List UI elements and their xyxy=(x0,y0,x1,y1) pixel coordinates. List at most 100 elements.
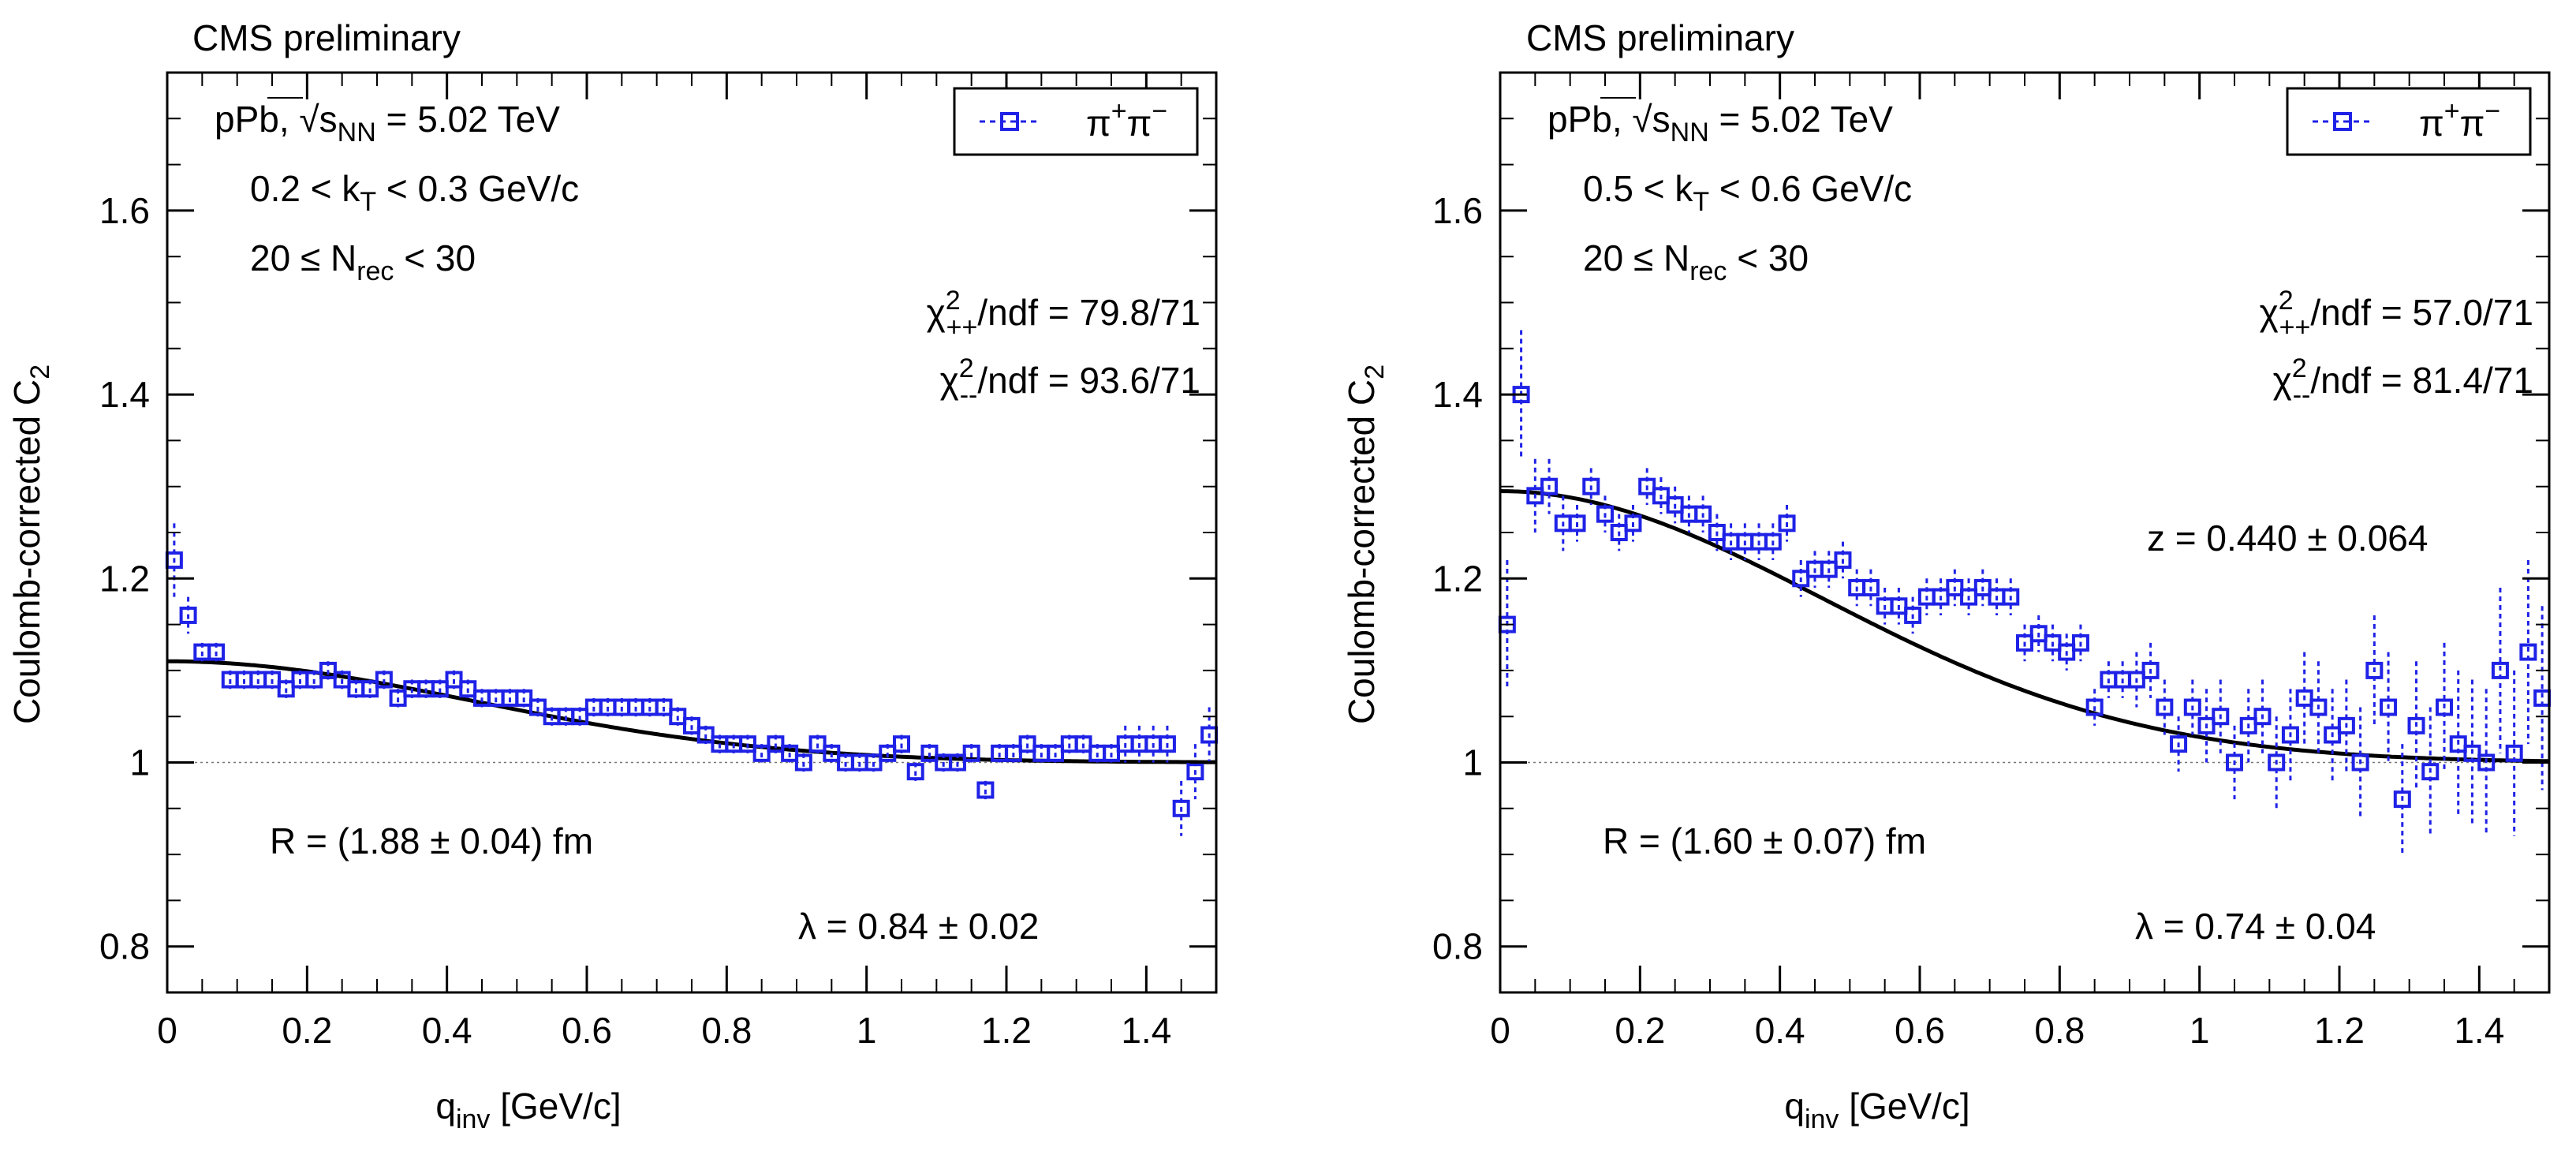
legend: π+π− xyxy=(2286,87,2532,156)
data-point xyxy=(823,744,841,763)
marker-square xyxy=(2380,698,2398,716)
experiment-label: CMS preliminary xyxy=(1526,17,1794,58)
mult-range-a: 20 ≤ N xyxy=(250,237,357,278)
data-point xyxy=(165,523,183,597)
marker-square xyxy=(1708,524,1726,541)
data-point xyxy=(1047,744,1065,763)
plot-area-right: 0 0.2 0.4 0.6 0.8 1 1.2 1.4 0.8 1 1.2 1.4 1.6 pPb, √… xyxy=(1432,71,2552,1051)
data-point xyxy=(962,744,980,763)
x-tick-label: 0.2 xyxy=(282,1010,332,1051)
x-tick-label: 1 xyxy=(857,1010,877,1051)
mult-range-a: 20 ≤ N xyxy=(1583,237,1689,278)
legend-label-2: π xyxy=(1127,103,1152,144)
data-point xyxy=(837,753,855,772)
data-point xyxy=(2351,707,2369,818)
x-tick-label: 0.4 xyxy=(422,1010,472,1051)
x-axis-title-main: q xyxy=(435,1086,456,1127)
data-point xyxy=(2141,642,2160,698)
marker-square xyxy=(2071,633,2089,652)
lambda-label: λ = 0.74 ± 0.04 xyxy=(2135,906,2376,947)
marker-square xyxy=(2002,588,2020,606)
y-axis-title: Coulomb-corrected C2 xyxy=(6,364,55,724)
marker-square xyxy=(1834,551,1852,569)
data-point xyxy=(2519,559,2537,745)
svg-text:Coulomb-corrected C2: Coulomb-corrected C2 xyxy=(6,364,55,724)
marker-square xyxy=(2016,633,2033,652)
mult-range-b: < 30 xyxy=(394,237,476,278)
data-point xyxy=(2212,679,2230,753)
data-point xyxy=(1088,744,1107,763)
data-point xyxy=(333,670,351,689)
data-point xyxy=(2183,679,2201,735)
data-point xyxy=(1694,495,1712,533)
experiment-label: CMS preliminary xyxy=(192,17,461,58)
y-tick-label: 1.4 xyxy=(99,374,150,415)
data-point xyxy=(1988,578,2006,615)
marker-square xyxy=(319,661,337,679)
data-point xyxy=(2421,707,2440,836)
marker-square xyxy=(2295,689,2313,707)
x-axis-title-sub: inv xyxy=(456,1104,490,1134)
x-axis-title: qinv [GeV/c] xyxy=(435,1086,621,1134)
x-axis-title-unit: [GeV/c] xyxy=(490,1086,621,1127)
y-axis-title-main: Coulomb-corrected C xyxy=(1341,379,1382,724)
data-point xyxy=(515,689,533,708)
energy-var-sub: NN xyxy=(1671,118,1709,148)
plot-area-left: 0 0.2 0.4 0.6 0.8 1 1.2 1.4 0.8 1 1.2 1.4 1.6 pPb, √… xyxy=(99,71,1219,1051)
data-point xyxy=(794,753,812,772)
data-point xyxy=(1890,587,1908,625)
data-point xyxy=(1200,707,1219,763)
marker-square xyxy=(1074,735,1092,753)
marker-square xyxy=(1596,505,1614,523)
data-point xyxy=(305,670,323,689)
marker-square xyxy=(808,735,827,753)
marker-square xyxy=(431,680,449,698)
data-point xyxy=(752,744,771,763)
data-point xyxy=(179,596,197,634)
marker-square xyxy=(1666,496,1684,514)
x-tick-label: 0 xyxy=(157,1010,177,1051)
marker-square xyxy=(1638,477,1656,495)
marker-square xyxy=(2393,790,2411,809)
marker-square xyxy=(2226,753,2243,772)
x-tick-label: 0.6 xyxy=(1895,1010,1945,1051)
marker-square xyxy=(1004,744,1022,762)
mult-range-b: < 30 xyxy=(1727,237,1809,278)
data-point xyxy=(1861,569,1880,607)
marker-square xyxy=(794,753,812,772)
data-point xyxy=(991,744,1009,763)
x-tick-label: 1.4 xyxy=(2454,1010,2504,1051)
energy-value: = 5.02 TeV xyxy=(1709,99,1893,140)
marker-square xyxy=(2170,735,2188,753)
svg-text:qinv [GeV/c]: qinv [GeV/c] xyxy=(1784,1086,1969,1134)
data-point xyxy=(1130,725,1148,763)
data-point xyxy=(1074,734,1092,753)
y-tick-label: 1 xyxy=(129,742,150,783)
svg-text:qinv [GeV/c]: qinv [GeV/c] xyxy=(435,1086,621,1134)
panel-left: CMS preliminary Coulomb-corrected C2 qin… xyxy=(6,17,1219,1134)
data-point xyxy=(683,716,700,735)
fit-curve xyxy=(1499,489,2549,764)
marker-square xyxy=(1932,588,1950,606)
marker-square xyxy=(1540,477,1559,495)
data-point xyxy=(571,707,589,726)
legend-label-2: π xyxy=(2460,103,2485,144)
data-point xyxy=(2295,652,2313,745)
marker-square xyxy=(2058,643,2076,661)
marker-square xyxy=(2141,661,2160,679)
data-point xyxy=(976,780,995,800)
data-point xyxy=(2268,716,2286,809)
system-label: pPb, xyxy=(215,99,289,140)
data-point xyxy=(2365,615,2384,726)
data-point xyxy=(1778,505,1796,542)
svg-text:pPb, √sNN = 5.02 TeV: pPb, √sNN = 5.02 TeV xyxy=(215,99,560,148)
marker-square xyxy=(1186,763,1204,781)
data-point xyxy=(935,753,953,772)
data-point xyxy=(1186,744,1204,800)
marker-square xyxy=(767,735,785,753)
svg-text:χ2--/ndf = 81.4/71: χ2 --/ndf = 81.4/71 xyxy=(2273,353,2533,410)
marker-square xyxy=(906,763,924,781)
data-point xyxy=(347,679,365,698)
legend-label: π xyxy=(2419,103,2444,144)
marker-square xyxy=(2029,625,2048,643)
